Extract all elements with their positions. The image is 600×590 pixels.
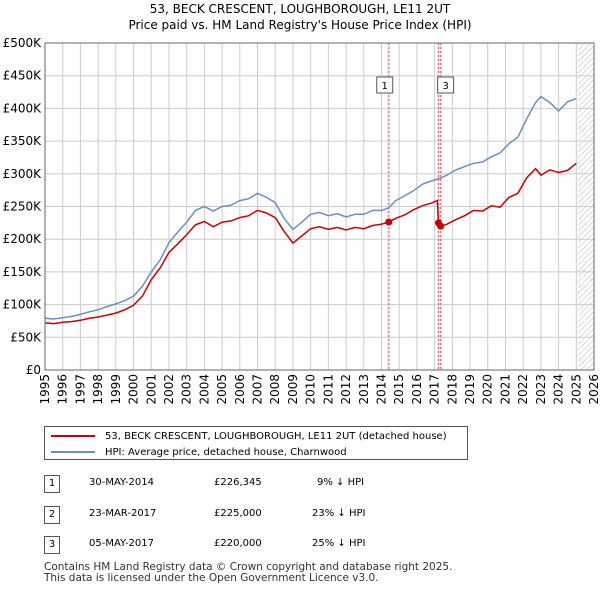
x-tick-label: 2026 <box>587 374 600 405</box>
legend-label-property: 53, BECK CRESCENT, LOUGHBOROUGH, LE11 2U… <box>105 430 447 442</box>
x-tick-label: 2009 <box>286 374 300 405</box>
x-tick-label: 2024 <box>552 374 566 405</box>
x-tick-label: 2001 <box>144 374 158 405</box>
x-tick-label: 2014 <box>374 374 388 405</box>
transaction-1-marker-box <box>376 76 394 94</box>
footer-line-2: This data is licensed under the Open Gov… <box>44 572 379 584</box>
x-tick-label: 2003 <box>180 374 194 405</box>
x-tick-label: 2004 <box>197 374 211 405</box>
y-tick-label: £250K <box>3 200 43 214</box>
transaction-3-date: 05-MAY-2017 <box>89 538 155 549</box>
x-tick-label: 2000 <box>127 374 141 405</box>
legend-swatch-property <box>51 435 95 437</box>
y-tick-label: £50K <box>10 330 42 344</box>
x-tick-label: 2012 <box>339 374 353 405</box>
y-tick-label: £100K <box>3 298 43 312</box>
x-tick-label: 2010 <box>304 374 318 405</box>
x-tick-label: 2020 <box>481 374 495 405</box>
legend-label-hpi: HPI: Average price, detached house, Char… <box>105 446 347 458</box>
transaction-1-point <box>385 218 393 226</box>
transaction-2-price: £225,000 <box>214 508 262 519</box>
plot-border <box>44 42 595 371</box>
x-tick-label: 2005 <box>215 374 229 405</box>
transaction-3-marker: 3 <box>44 536 60 554</box>
footer-line-1: Contains HM Land Registry data © Crown c… <box>44 561 453 573</box>
transaction-2-hpi-diff: 23% ↓ HPI <box>312 508 366 519</box>
legend-swatch-hpi <box>51 451 95 453</box>
transaction-1-marker: 1 <box>44 475 60 493</box>
x-tick-label: 2017 <box>428 374 442 405</box>
transaction-1-date: 30-MAY-2014 <box>89 477 155 488</box>
x-tick-label: 1998 <box>91 374 105 405</box>
y-tick-label: £150K <box>3 265 43 279</box>
x-tick-label: 1995 <box>38 374 52 405</box>
y-tick-label: £0 <box>26 363 41 377</box>
y-tick-label: £200K <box>3 232 43 246</box>
transaction-marker-lines <box>388 43 442 370</box>
x-tick-label: 2015 <box>392 374 406 405</box>
chart-title: 53, BECK CRESCENT, LOUGHBOROUGH, LE11 2U… <box>149 2 451 16</box>
x-tick-label: 2007 <box>251 374 265 405</box>
grid-lines <box>44 42 595 371</box>
transaction-3-point <box>437 222 445 230</box>
x-tick-label: 2002 <box>162 374 176 405</box>
y-axis-tick-labels: £0 £50K £100K £150K £200K £250K £300K £350K £400… <box>3 36 43 377</box>
x-tick-label: 1997 <box>73 374 87 405</box>
legend-item-hpi: HPI: Average price, detached house, Char… <box>51 445 347 459</box>
x-tick-label: 1996 <box>56 374 70 405</box>
transaction-3-marker-label: 3 <box>442 81 448 92</box>
x-tick-label: 2006 <box>233 374 247 405</box>
y-tick-label: £500K <box>3 36 43 50</box>
y-tick-label: £350K <box>3 134 43 148</box>
transaction-2-date: 23-MAR-2017 <box>89 508 157 519</box>
x-tick-label: 2016 <box>410 374 424 405</box>
chart-legend: 53, BECK CRESCENT, LOUGHBOROUGH, LE11 2U… <box>44 426 468 460</box>
x-tick-label: 2025 <box>569 374 583 405</box>
transaction-1-marker-label: 1 <box>382 81 388 92</box>
y-tick-label: £450K <box>3 69 43 83</box>
x-tick-label: 1999 <box>109 374 123 405</box>
x-tick-label: 2021 <box>498 374 512 405</box>
transaction-1-price: £226,345 <box>214 477 262 488</box>
chart-subtitle: Price paid vs. HM Land Registry's House … <box>128 18 472 32</box>
y-tick-label: £300K <box>3 167 43 181</box>
x-tick-label: 2011 <box>321 374 335 405</box>
transaction-3-price: £220,000 <box>214 538 262 549</box>
transaction-points <box>385 218 445 230</box>
transaction-3-hpi-diff: 25% ↓ HPI <box>312 538 366 549</box>
y-tick-label: £400K <box>3 101 43 115</box>
property-series-line <box>44 162 577 325</box>
x-tick-label: 2022 <box>516 374 530 405</box>
x-axis-tick-labels: 1995 1996 1997 1998 1999 2000 2001 2002 2003 2004… <box>38 374 600 405</box>
hpi-series-line <box>44 95 577 320</box>
x-tick-label: 2018 <box>445 374 459 405</box>
x-tick-label: 2019 <box>463 374 477 405</box>
x-tick-label: 2013 <box>357 374 371 405</box>
transaction-2-marker: 2 <box>44 506 60 524</box>
x-tick-label: 2023 <box>534 374 548 405</box>
transaction-1-hpi-diff: 9% ↓ HPI <box>317 477 365 488</box>
transaction-3-marker-box <box>437 76 455 94</box>
footer-attribution: Contains HM Land Registry data © Crown c… <box>44 562 452 584</box>
x-tick-label: 2008 <box>268 374 282 405</box>
legend-item-property: 53, BECK CRESCENT, LOUGHBOROUGH, LE11 2U… <box>51 429 447 443</box>
